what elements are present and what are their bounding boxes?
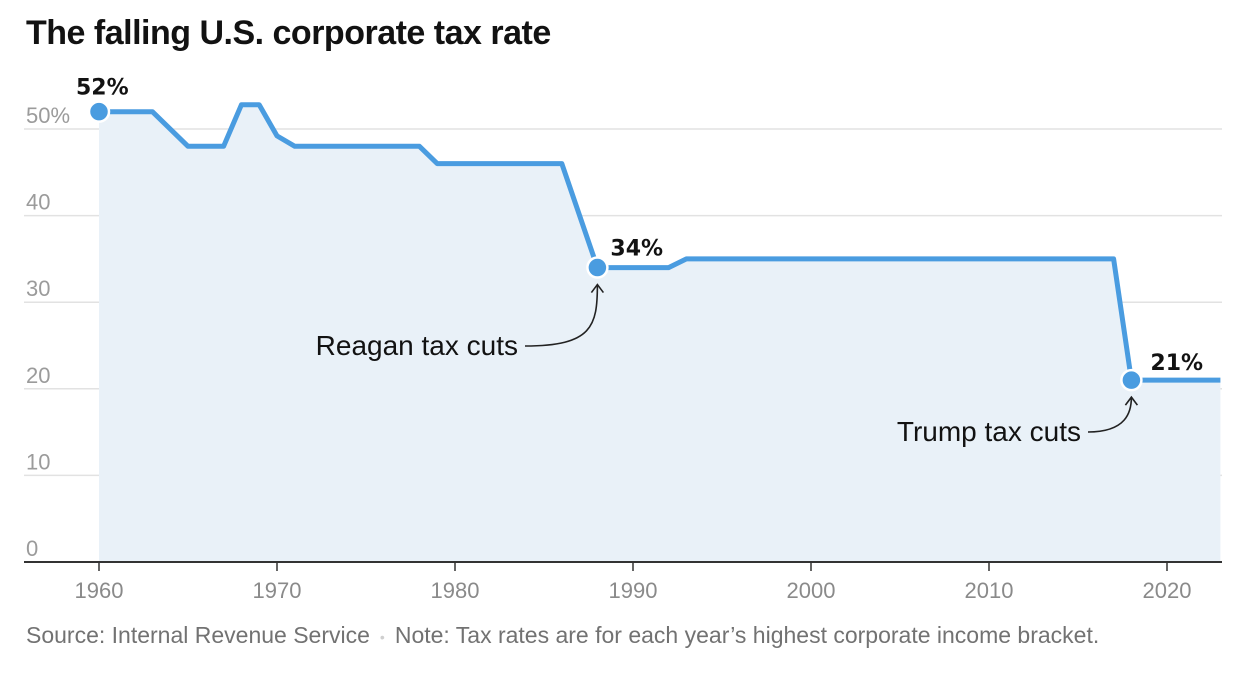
data-label-1: 34% <box>610 237 663 262</box>
highlight-point-0 <box>87 100 111 123</box>
y-tick-label-20: 20 <box>26 363 50 388</box>
chart-title: The falling U.S. corporate tax rate <box>26 14 551 52</box>
y-axis-ticks: 0 10 20 30 40 50% <box>26 103 70 561</box>
highlight-points: 52% 34% 21% <box>76 76 1203 392</box>
x-tick-label-2000: 2000 <box>787 578 836 603</box>
annotation-label-0: Reagan tax cuts <box>316 330 518 361</box>
separator-dot: • <box>379 628 385 645</box>
note-text: Note: Tax rates are for each year’s high… <box>394 622 1100 648</box>
y-tick-label-10: 10 <box>26 449 50 474</box>
source-text: Source: Internal Revenue Service <box>26 622 370 648</box>
highlight-point-1 <box>586 256 609 279</box>
annotation-arrowhead-0 <box>590 283 605 294</box>
x-tick-label-1960: 1960 <box>75 578 124 603</box>
footer: Source: Internal Revenue Service • Note: T… <box>26 622 1099 649</box>
annotation-arrowhead-1 <box>1124 395 1139 406</box>
y-tick-label-40: 40 <box>26 190 50 215</box>
y-tick-label-0: 0 <box>26 536 38 561</box>
data-label-0: 52% <box>76 76 129 101</box>
x-tick-label-1980: 1980 <box>431 578 480 603</box>
x-tick-label-2010: 2010 <box>965 578 1014 603</box>
x-tick-label-1990: 1990 <box>609 578 658 603</box>
data-label-2: 21% <box>1150 351 1203 376</box>
annotations: Reagan tax cuts Trump tax cuts <box>316 283 1139 447</box>
highlight-point-2 <box>1120 368 1143 392</box>
annotation-arrow-0 <box>524 284 599 347</box>
x-tick-label-1970: 1970 <box>253 578 302 603</box>
area-fill <box>99 104 1221 563</box>
chart: 0 10 20 30 40 50% 1960 1970 1980 1990 2000 2010 202… <box>24 76 1222 603</box>
y-tick-label-50: 50% <box>26 103 70 128</box>
series-line <box>99 102 1221 383</box>
x-tick-label-2020: 2020 <box>1143 578 1192 603</box>
x-axis-ticks: 1960 1970 1980 1990 2000 2010 2020 <box>75 562 1192 603</box>
y-tick-label-30: 30 <box>26 276 50 301</box>
annotation-label-1: Trump tax cuts <box>897 416 1081 447</box>
annotation-arrow-1 <box>1087 397 1133 433</box>
